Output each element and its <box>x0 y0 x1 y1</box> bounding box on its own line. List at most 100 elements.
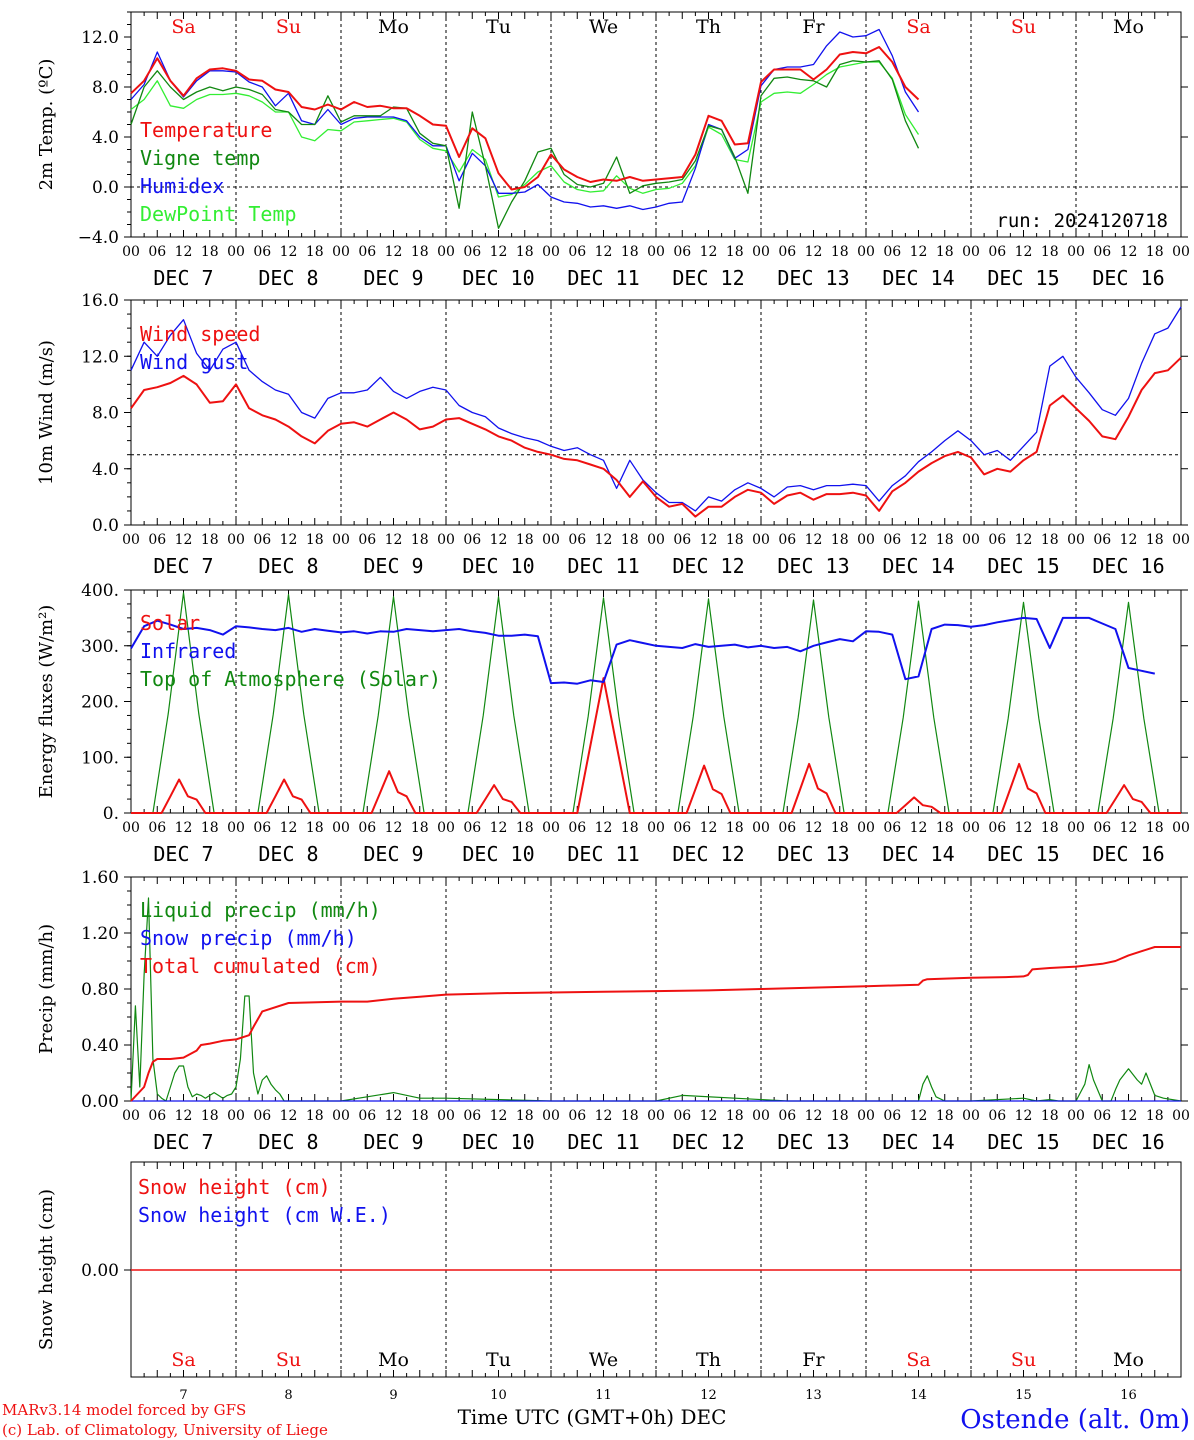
hour-tick-label: 18 <box>726 244 744 260</box>
weekday-label: Su <box>1011 16 1036 38</box>
date-label: DEC 13 <box>777 266 849 290</box>
hour-tick-label: 12 <box>910 1108 928 1124</box>
hour-tick-label: 06 <box>778 244 796 260</box>
hour-tick-label: 06 <box>883 1108 901 1124</box>
hour-tick-label: 00 <box>227 1108 245 1124</box>
weekday-label: Fr <box>802 16 825 38</box>
legend-entry: Solar <box>140 611 200 635</box>
hour-tick-label: 12 <box>805 244 823 260</box>
y-tick-label: 0.00 <box>81 1261 119 1281</box>
y-axis-label: 2m Temp. (ºC) <box>36 59 57 191</box>
date-label: DEC 16 <box>1092 1130 1164 1154</box>
hour-tick-label: 18 <box>621 244 639 260</box>
hour-tick-label: 00 <box>857 820 875 836</box>
hour-tick-label: 18 <box>411 1108 429 1124</box>
series-line-1 <box>130 60 920 229</box>
hour-tick-label: 06 <box>463 532 481 548</box>
hour-tick-label: 18 <box>411 244 429 260</box>
hour-tick-label: 06 <box>673 820 691 836</box>
hour-tick-label: 00 <box>227 244 245 260</box>
hour-tick-label: 18 <box>936 820 954 836</box>
hour-tick-label: 18 <box>1041 244 1059 260</box>
y-tick-label: 16.0 <box>81 291 119 311</box>
weekday-label: Tu <box>486 1349 511 1371</box>
day-number-label: 16 <box>1120 1388 1137 1403</box>
hour-tick-label: 12 <box>175 244 193 260</box>
hour-tick-label: 00 <box>752 1108 770 1124</box>
date-label: DEC 7 <box>153 1130 213 1154</box>
hour-tick-label: 00 <box>962 244 980 260</box>
date-label: DEC 9 <box>363 842 423 866</box>
hour-tick-label: 12 <box>700 532 718 548</box>
station-label: Ostende (alt. 0m) <box>960 1405 1190 1435</box>
hour-tick-label: 18 <box>516 244 534 260</box>
hour-tick-label: 12 <box>595 1108 613 1124</box>
hour-tick-label: 18 <box>831 820 849 836</box>
hour-tick-label: 18 <box>621 1108 639 1124</box>
hour-tick-label: 18 <box>621 532 639 548</box>
hour-tick-label: 06 <box>778 820 796 836</box>
hour-tick-label: 00 <box>542 244 560 260</box>
date-label: DEC 12 <box>672 842 744 866</box>
hour-tick-label: 06 <box>148 244 166 260</box>
hour-tick-label: 00 <box>962 1108 980 1124</box>
hour-tick-label: 00 <box>752 532 770 548</box>
weekday-label: Sa <box>171 16 195 38</box>
date-label: DEC 10 <box>462 554 534 578</box>
hour-tick-label: 12 <box>700 1108 718 1124</box>
y-tick-label: 0.0 <box>92 178 119 198</box>
time-axis-label: Time UTC (GMT+0h) DEC <box>458 1405 727 1429</box>
date-label: DEC 7 <box>153 842 213 866</box>
hour-tick-label: 06 <box>358 1108 376 1124</box>
legend-entry: Humidex <box>140 174 224 198</box>
hour-tick-label: 12 <box>385 244 403 260</box>
hour-tick-label: 00 <box>752 820 770 836</box>
day-number-label: 9 <box>389 1388 397 1403</box>
y-tick-label: 100. <box>81 748 119 768</box>
wind-gust-line <box>130 306 1182 512</box>
hour-tick-label: 06 <box>988 820 1006 836</box>
date-label: DEC 11 <box>567 842 639 866</box>
series-line-0 <box>130 46 920 191</box>
data-layer <box>130 28 1182 1271</box>
weekday-label: Sa <box>906 16 930 38</box>
hour-tick-label: 00 <box>227 820 245 836</box>
hour-tick-label: 12 <box>1015 1108 1033 1124</box>
hour-tick-label: 00 <box>122 244 140 260</box>
date-label: DEC 14 <box>882 1130 954 1154</box>
date-label: DEC 16 <box>1092 266 1164 290</box>
hour-tick-label: 18 <box>201 532 219 548</box>
hour-tick-label: 06 <box>1093 532 1111 548</box>
hour-tick-label: 18 <box>726 820 744 836</box>
y-tick-label: 0.0 <box>92 516 119 536</box>
hour-tick-label: 18 <box>201 244 219 260</box>
weekday-label: Mo <box>378 1349 409 1371</box>
y-tick-label: 4.0 <box>92 460 119 480</box>
hour-tick-label: 00 <box>332 532 350 548</box>
hour-tick-label: 06 <box>883 244 901 260</box>
hour-tick-label: 18 <box>306 532 324 548</box>
hour-tick-label: 06 <box>568 244 586 260</box>
hour-tick-label: 18 <box>306 1108 324 1124</box>
date-label: DEC 15 <box>987 554 1059 578</box>
hour-tick-label: 12 <box>595 244 613 260</box>
date-label: DEC 11 <box>567 554 639 578</box>
hour-tick-label: 00 <box>857 244 875 260</box>
infrared-line <box>130 616 1156 685</box>
hour-tick-label: 18 <box>1146 532 1164 548</box>
hour-tick-label: 12 <box>805 1108 823 1124</box>
date-label: DEC 7 <box>153 554 213 578</box>
hour-tick-label: 12 <box>280 820 298 836</box>
hour-tick-label: 00 <box>857 532 875 548</box>
hour-tick-label: 18 <box>936 244 954 260</box>
hour-tick-label: 12 <box>280 244 298 260</box>
y-tick-label: 0.00 <box>81 1092 119 1112</box>
date-label: DEC 11 <box>567 1130 639 1154</box>
hour-tick-label: 12 <box>700 244 718 260</box>
hour-tick-label: 18 <box>306 820 324 836</box>
hour-tick-label: 12 <box>175 532 193 548</box>
date-label: DEC 14 <box>882 842 954 866</box>
hour-tick-label: 18 <box>1146 1108 1164 1124</box>
weekday-label: Tu <box>486 16 511 38</box>
